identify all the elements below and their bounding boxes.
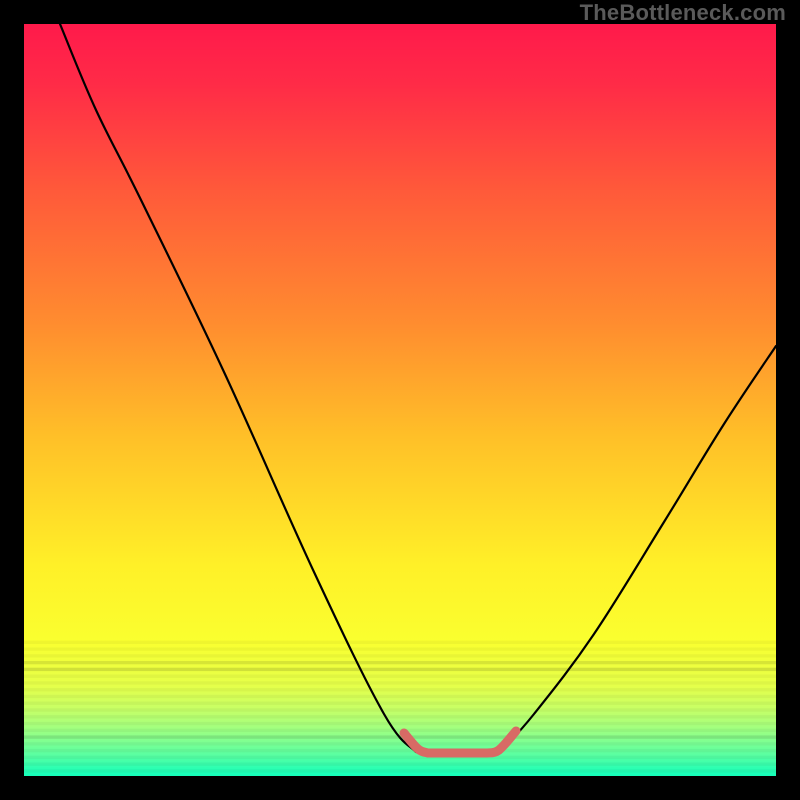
chart-area bbox=[24, 24, 776, 776]
watermark-text: TheBottleneck.com bbox=[580, 0, 786, 26]
v-curve bbox=[24, 24, 776, 776]
highlight-right bbox=[487, 731, 516, 753]
highlight-left bbox=[404, 733, 428, 753]
bottleneck-curve bbox=[60, 24, 776, 752]
